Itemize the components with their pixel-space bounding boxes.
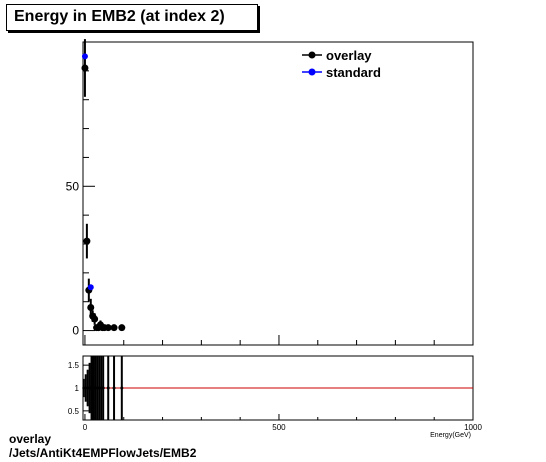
standard-point	[87, 284, 94, 291]
y-tick-label: 50	[66, 179, 80, 193]
chart-title: Energy in EMB2 (at index 2)	[14, 8, 225, 25]
ratio-point	[112, 386, 116, 390]
standard-point	[81, 53, 88, 60]
legend-label-standard: standard	[326, 65, 381, 80]
overlay-point	[91, 315, 99, 323]
legend-marker-standard	[308, 68, 316, 76]
legend-label-overlay: overlay	[326, 48, 372, 63]
y-tick-label: 0	[72, 324, 79, 338]
chart-title-box: Energy in EMB2 (at index 2)	[6, 4, 258, 31]
overlay-point	[110, 324, 118, 332]
footer-label-1: overlay	[9, 432, 52, 446]
ratio-point	[120, 386, 124, 390]
x-axis-label: Energy(GeV)	[430, 432, 471, 439]
overlay-point	[87, 303, 95, 311]
ratio-point	[101, 386, 105, 390]
x-tick-label: 0	[83, 423, 88, 432]
footer-label-2: /Jets/AntiKt4EMPFlowJets/EMB2	[9, 446, 197, 460]
ratio-y-tick-label: 1.5	[68, 361, 80, 370]
x-tick-label: 1000	[464, 423, 482, 432]
overlay-point	[118, 324, 126, 332]
main-plot-frame	[82, 41, 474, 346]
ratio-y-tick-label: 0.5	[68, 407, 80, 416]
overlay-point	[104, 324, 112, 332]
ratio-y-tick-label: 1	[75, 384, 80, 393]
overlay-point	[83, 237, 91, 245]
x-tick-label: 500	[272, 423, 286, 432]
overlay-point	[81, 64, 89, 72]
ratio-point	[106, 386, 110, 390]
legend-marker-overlay	[308, 51, 316, 59]
